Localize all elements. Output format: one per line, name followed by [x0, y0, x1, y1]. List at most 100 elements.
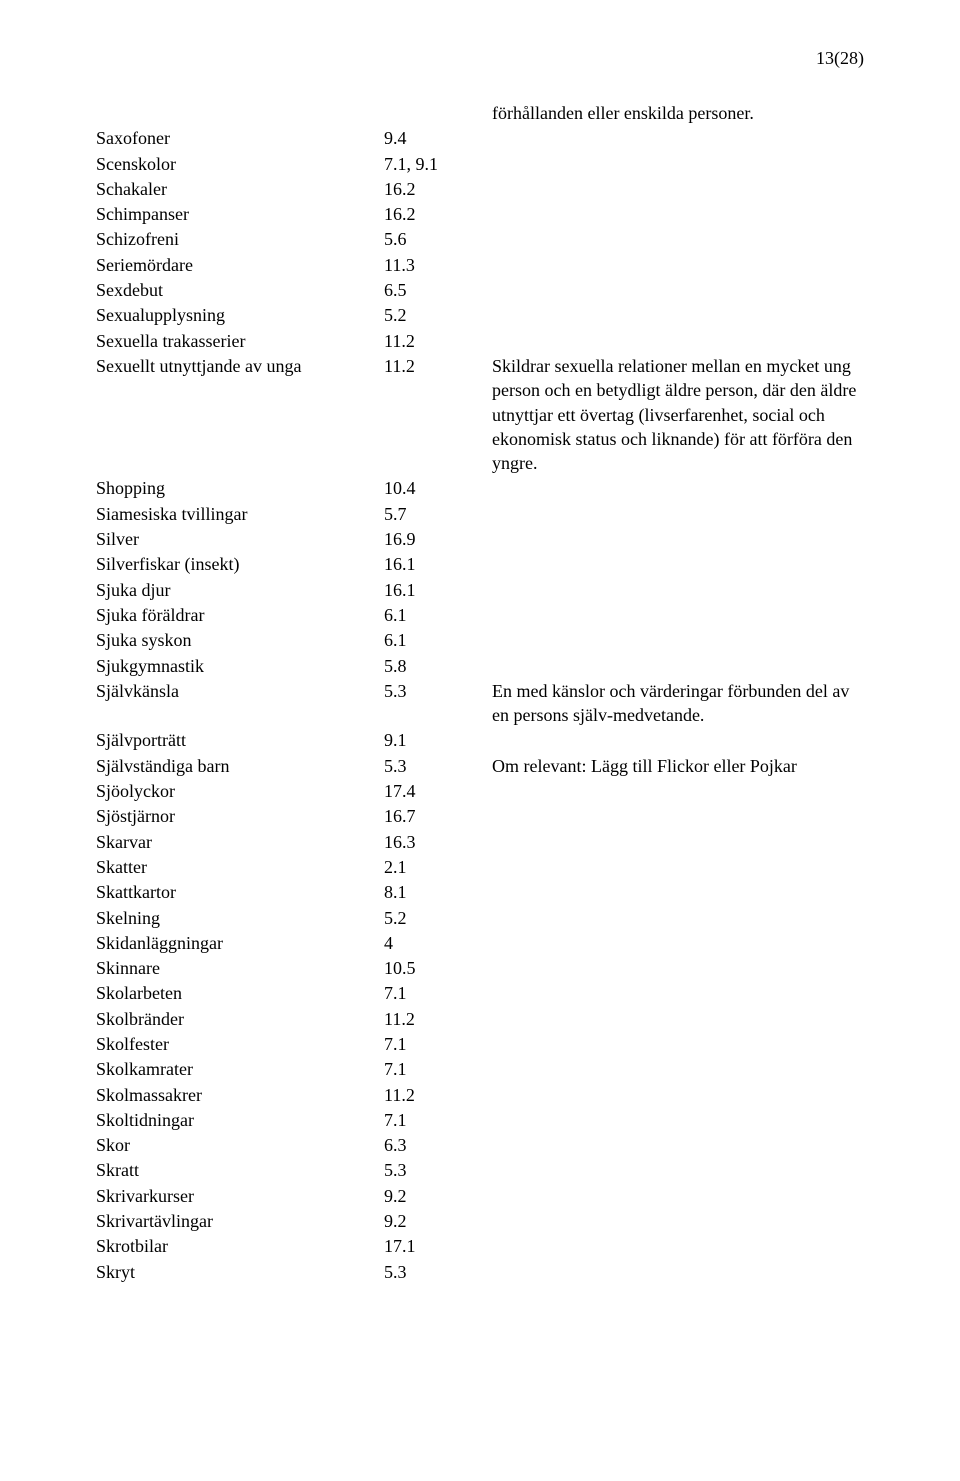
term-cell: Sexdebut	[96, 278, 376, 302]
term-cell: Skattkartor	[96, 880, 376, 904]
term-cell: Skolarbeten	[96, 981, 376, 1005]
table-row: Sexuellt utnyttjande av unga 11.2 Skildrar…	[96, 354, 864, 475]
term-cell: Skolfester	[96, 1032, 376, 1056]
code-cell: 5.3	[384, 1260, 484, 1284]
term-cell: Sexuella trakasserier	[96, 329, 376, 353]
table-row: Skinnare 10.5	[96, 956, 864, 980]
code-cell: 6.1	[384, 628, 484, 652]
table-row: Scenskolor 7.1, 9.1	[96, 152, 864, 176]
code-cell: 6.3	[384, 1133, 484, 1157]
term-cell: Skoltidningar	[96, 1108, 376, 1132]
code-cell: 16.2	[384, 202, 484, 226]
code-cell: 5.3	[384, 679, 484, 703]
table-row: Skolkamrater7.1	[96, 1057, 864, 1081]
code-cell: 4	[384, 931, 484, 955]
term-cell: Skryt	[96, 1260, 376, 1284]
rows-container: Saxofoner9.4Scenskolor 7.1, 9.1Schakaler1…	[96, 126, 864, 1284]
code-cell: 5.3	[384, 1158, 484, 1182]
term-cell: Saxofoner	[96, 126, 376, 150]
code-cell: 17.4	[384, 779, 484, 803]
term-cell: Schizofreni	[96, 227, 376, 251]
code-cell: 7.1	[384, 1032, 484, 1056]
note-cell: Skildrar sexuella relationer mellan en m…	[492, 354, 864, 475]
table-row: Sjukgymnastik5.8	[96, 654, 864, 678]
table-row: Skratt 5.3	[96, 1158, 864, 1182]
code-cell: 10.4	[384, 476, 484, 500]
table-row: Sexdebut6.5	[96, 278, 864, 302]
code-cell: 2.1	[384, 855, 484, 879]
table-row: Sexualupplysning5.2	[96, 303, 864, 327]
table-row: Sjuka syskon 6.1	[96, 628, 864, 652]
term-cell: Skor	[96, 1133, 376, 1157]
table-row: Seriemördare11.3	[96, 253, 864, 277]
code-cell: 5.2	[384, 906, 484, 930]
term-cell: Sjukgymnastik	[96, 654, 376, 678]
table-row: Skrotbilar17.1	[96, 1234, 864, 1258]
table-row: Sjuka föräldrar6.1	[96, 603, 864, 627]
code-cell: 8.1	[384, 880, 484, 904]
table-row: Silver 16.9	[96, 527, 864, 551]
code-cell: 5.7	[384, 502, 484, 526]
table-row: Saxofoner9.4	[96, 126, 864, 150]
note-cell: En med känslor och värderingar förbunden…	[492, 679, 864, 728]
term-cell: Skarvar	[96, 830, 376, 854]
term-cell: Sexualupplysning	[96, 303, 376, 327]
table-row: Självkänsla 5.3 En med känslor och värderi…	[96, 679, 864, 728]
table-row: Siamesiska tvillingar 5.7	[96, 502, 864, 526]
code-cell: 7.1	[384, 1108, 484, 1132]
table-row: Skrivarkurser9.2	[96, 1184, 864, 1208]
term-cell: Sjuka syskon	[96, 628, 376, 652]
code-cell: 16.9	[384, 527, 484, 551]
table-row: Skarvar 16.3	[96, 830, 864, 854]
table-row: Sjöstjärnor16.7	[96, 804, 864, 828]
note-cell: Om relevant: Lägg till Flickor eller Poj…	[492, 754, 864, 778]
table-row: Självporträtt9.1	[96, 728, 864, 752]
code-cell: 10.5	[384, 956, 484, 980]
code-cell: 5.3	[384, 754, 484, 778]
term-cell: Skinnare	[96, 956, 376, 980]
term-cell: Skolmassakrer	[96, 1083, 376, 1107]
term-cell: Självkänsla	[96, 679, 376, 703]
table-row: Skolarbeten 7.1	[96, 981, 864, 1005]
term-cell: Schimpanser	[96, 202, 376, 226]
term-cell: Sjuka föräldrar	[96, 603, 376, 627]
code-cell: 7.1	[384, 1057, 484, 1081]
page-number: 13(28)	[96, 48, 864, 69]
code-cell: 16.3	[384, 830, 484, 854]
term-cell: Skrotbilar	[96, 1234, 376, 1258]
term-cell: Silver	[96, 527, 376, 551]
table-row: Schimpanser 16.2	[96, 202, 864, 226]
term-cell: Shopping	[96, 476, 376, 500]
table-row: Silverfiskar (insekt)16.1	[96, 552, 864, 576]
table-row: Skrivartävlingar 9.2	[96, 1209, 864, 1233]
table-row: Skryt 5.3	[96, 1260, 864, 1284]
code-cell: 16.1	[384, 578, 484, 602]
code-cell: 7.1, 9.1	[384, 152, 484, 176]
table-row: Sjöolyckor 17.4	[96, 779, 864, 803]
term-cell: Sjöstjärnor	[96, 804, 376, 828]
table-row: Skidanläggningar 4	[96, 931, 864, 955]
term-cell: Siamesiska tvillingar	[96, 502, 376, 526]
term-cell: Sjöolyckor	[96, 779, 376, 803]
table-row: Skattkartor 8.1	[96, 880, 864, 904]
table-row: Skolbränder11.2	[96, 1007, 864, 1031]
term-cell: Självporträtt	[96, 728, 376, 752]
code-cell: 7.1	[384, 981, 484, 1005]
term-cell: Scenskolor	[96, 152, 376, 176]
code-cell: 9.2	[384, 1209, 484, 1233]
code-cell: 5.6	[384, 227, 484, 251]
code-cell: 11.2	[384, 354, 484, 378]
term-cell: Skrivartävlingar	[96, 1209, 376, 1233]
code-cell: 11.2	[384, 1083, 484, 1107]
document-page: 13(28) förhållanden eller enskilda perso…	[0, 0, 960, 1333]
table-row: Skolfester 7.1	[96, 1032, 864, 1056]
table-row: Schakaler16.2	[96, 177, 864, 201]
term-cell: Sexuellt utnyttjande av unga	[96, 354, 376, 378]
table-row: Skolmassakrer 11.2	[96, 1083, 864, 1107]
term-cell: Skratt	[96, 1158, 376, 1182]
term-cell: Sjuka djur	[96, 578, 376, 602]
code-cell: 11.3	[384, 253, 484, 277]
table-row: Skoltidningar 7.1	[96, 1108, 864, 1132]
term-cell: Skidanläggningar	[96, 931, 376, 955]
term-cell: Skelning	[96, 906, 376, 930]
